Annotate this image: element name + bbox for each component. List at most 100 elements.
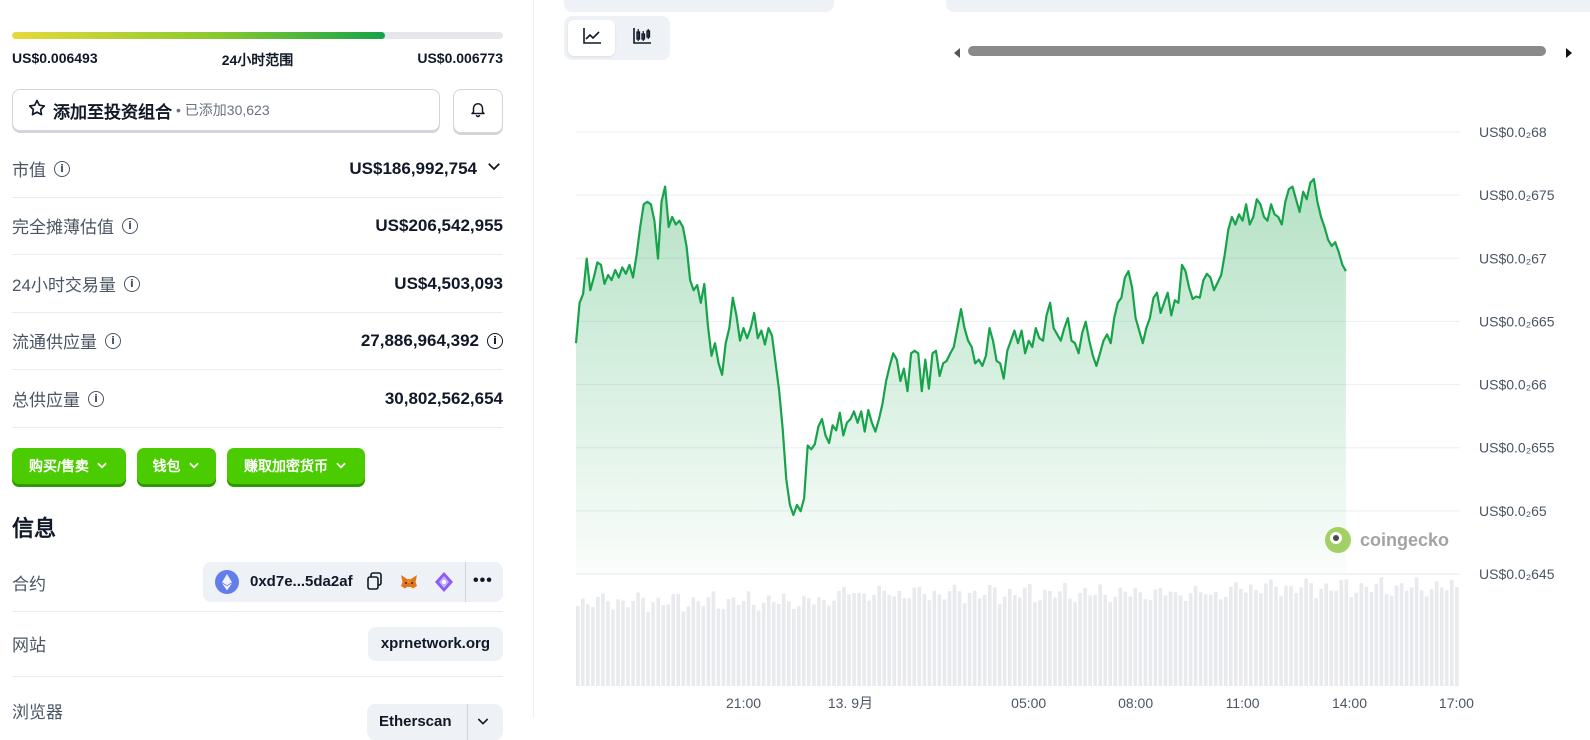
coingecko-watermark: coingecko [1325,527,1449,553]
volume-bar [1218,599,1223,686]
volume-bar [1053,597,1057,686]
volume-bar [1203,594,1208,686]
range-low: US$0.006493 [12,50,98,66]
stat-value: US$206,542,955 [375,215,503,235]
range-label: 24小时范围 [221,52,294,68]
line-chart-button[interactable] [568,20,615,56]
wallet-button[interactable]: 钱包 [137,448,216,484]
volume-bar [912,587,917,686]
volume-bar [656,597,660,686]
volume-bar [716,608,721,686]
volume-bar [927,600,932,686]
volume-bar [922,594,927,686]
info-icon[interactable]: i [122,217,138,234]
volume-bar [977,598,982,686]
price-chart[interactable]: US$0.0₂68 US$0.0₂675 US$0.0₂67 US$0.0₂665 US… [534,0,1590,718]
info-icon[interactable]: i [88,390,104,407]
volume-bar [997,603,1002,686]
volume-bar [1098,584,1102,686]
info-icon[interactable]: i [123,275,140,292]
price-area-fill [576,179,1346,574]
volume-bar [867,600,871,686]
volume-bar [1424,596,1429,686]
volume-bar [1048,591,1052,686]
volume-bar [1038,600,1042,686]
volume-bar [1339,580,1344,686]
scroll-right-icon[interactable] [1564,46,1574,64]
y-tick-label: US$0.0₂66 [1479,377,1547,393]
x-tick-label: 08:00 [1118,695,1153,711]
volume-bar [1444,590,1449,686]
price-range-labels: US$0.006493 24小时范围 US$0.006773 [12,50,503,68]
scroll-left-icon[interactable] [952,46,962,64]
volume-bar [1414,577,1419,686]
volume-bar [596,597,600,686]
stat-label: 流通供应量 [12,333,97,352]
volume-bar [1183,601,1188,686]
volume-bar [832,600,836,686]
volume-bar [1093,594,1097,686]
more-options-icon[interactable]: ••• [473,572,493,589]
volume-bar [711,591,716,686]
volume-bar [1168,591,1173,686]
volume-bar [616,599,620,686]
volume-bar [1068,598,1072,686]
volume-bar [1249,584,1253,686]
volume-bar [736,605,741,686]
volume-bar [797,606,801,686]
volume-bar [967,592,972,686]
volume-bar [842,586,846,686]
volume-bar [741,601,746,686]
volume-bar [1419,590,1424,686]
website-link[interactable]: xprnetwork.org [367,626,503,661]
explorer-select[interactable]: Etherscan [367,704,503,740]
volume-bar [1073,602,1077,686]
chevron-down-icon[interactable] [475,713,491,733]
info-icon[interactable]: i [54,160,70,177]
price-alert-button[interactable] [453,89,503,133]
stat-value: US$4,503,093 [394,273,503,293]
volume-bar [651,602,655,686]
candlestick-chart-button[interactable] [618,20,665,56]
buy-sell-button[interactable]: 购买/售卖 [12,448,126,484]
volume-bar [636,592,640,686]
volume-bar [1244,592,1248,686]
contract-address[interactable]: 0xd7e...5da2af [250,573,353,590]
volume-bar [877,586,881,686]
volume-bar [1455,587,1459,686]
volume-bar [897,591,902,686]
price-range-fill [12,32,386,39]
metamask-icon[interactable] [399,572,419,596]
earn-crypto-button[interactable]: 赚取加密货币 [227,448,365,484]
pill-separator [465,562,466,602]
volume-bar [1234,582,1238,686]
volume-bar [1319,588,1323,686]
volume-bar [666,604,670,686]
volume-bar [606,601,610,686]
volume-bar [1023,587,1027,686]
chart-navigator-scrollbar[interactable] [952,44,1590,58]
wallet-label: 钱包 [152,458,181,474]
copy-icon[interactable] [367,572,383,594]
info-icon[interactable]: i [487,332,503,349]
y-tick-label: US$0.0₂645 [1479,566,1555,582]
add-to-portfolio-button[interactable]: 添加至投资组合 • 已添加30,623 [12,89,440,131]
volume-bar [787,601,791,686]
y-tick-label: US$0.0₂68 [1479,124,1547,140]
volume-bar [771,601,776,686]
scrollbar-thumb[interactable] [968,46,1546,56]
volume-bar [581,598,585,686]
volume-bar [1013,595,1017,686]
chevron-down-icon[interactable] [485,157,503,180]
volume-bar [907,598,912,686]
wallet-extension-icon[interactable] [433,571,455,597]
volume-bar [1374,583,1379,686]
volume-bar [1384,594,1389,686]
x-tick-label: 13. 9月 [828,695,873,711]
volume-bar [576,606,580,686]
volume-bar [1028,584,1032,686]
volume-bar [661,605,665,686]
volume-bar [1369,592,1374,686]
volume-bar [701,606,706,686]
info-icon[interactable]: i [105,332,121,349]
